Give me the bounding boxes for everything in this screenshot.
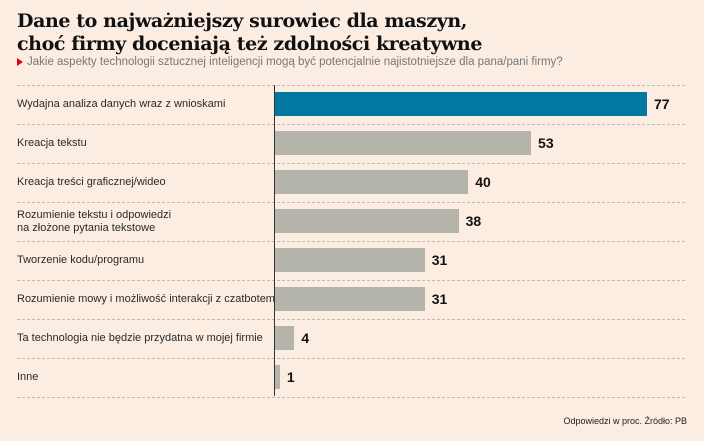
row-separator [17,319,685,320]
row-separator [17,397,685,398]
value-label-4: 31 [431,252,448,268]
value-label-3: 38 [465,213,482,229]
row-separator [17,358,685,359]
bar-0 [275,92,647,116]
row-separator [17,241,685,242]
bar-5 [275,287,425,311]
y-axis-line [274,85,275,396]
category-label-2: Kreacja treści graficznej/wideo [17,176,166,188]
chart-subtitle: Jakie aspekty technologii sztucznej inte… [17,56,563,68]
value-label-7: 1 [286,369,295,385]
subtitle-text: Jakie aspekty technologii sztucznej inte… [27,56,563,68]
bar-1 [275,131,532,155]
title-line-2: choć firmy doceniają też zdolności kreat… [17,33,483,55]
bar-2 [275,170,469,194]
category-label-0: Wydajna analiza danych wraz z wnioskami [17,98,226,110]
row-separator [17,85,685,86]
title-line-1: Dane to najważniejszy surowiec dla maszy… [17,10,467,32]
bar-3 [275,209,459,233]
value-label-1: 53 [538,135,554,151]
row-separator [17,124,685,125]
row-separator [17,202,685,203]
row-separator [17,163,685,164]
value-label-2: 40 [475,174,491,190]
category-label-3: Rozumienie tekstu i odpowiedzi na złożone… [17,208,172,234]
category-label-5: Rozumienie mowy i możliwość interakcji z… [17,293,275,305]
bar-7 [275,365,280,389]
category-label-6: Ta technologia nie będzie przydatna w mo… [17,332,263,344]
value-label-0: 77 [654,96,670,112]
bar-6 [275,326,295,350]
category-label-4: Tworzenie kodu/programu [17,254,145,266]
category-label-7: Inne [17,371,39,383]
category-label-1: Kreacja tekstu [17,137,87,149]
bar-4 [275,248,425,272]
row-separator [17,280,685,281]
red-triangle-icon [17,58,23,66]
value-label-6: 4 [301,330,310,346]
chart-footer: Odpowiedzi w proc. Źródło: PB [563,416,687,426]
value-label-5: 31 [431,291,448,307]
chart-title: Dane to najważniejszy surowiec dla maszy… [17,10,482,56]
